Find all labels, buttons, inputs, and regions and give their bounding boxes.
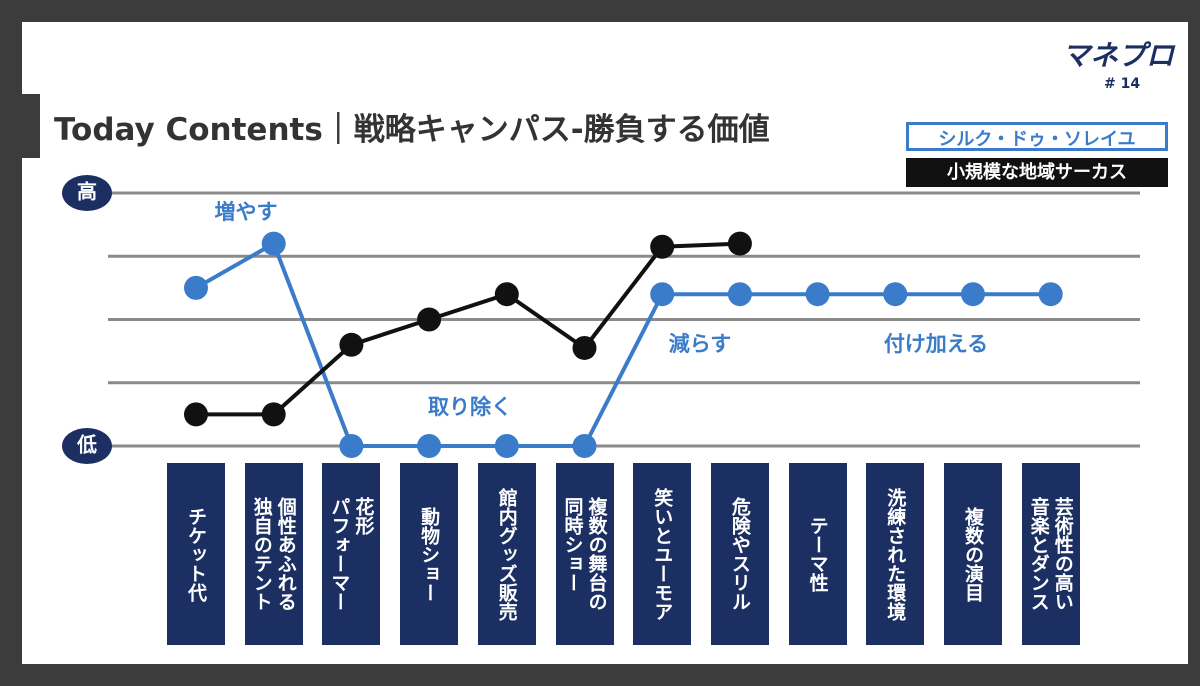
category-label: 個性あふれる 独自のテント	[244, 463, 303, 645]
category-label: テーマ性	[788, 463, 847, 645]
legend-entry: 小規模な地域サーカス	[906, 158, 1168, 187]
title: Today Contents｜戦略キャンパス-勝負する価値	[54, 112, 770, 148]
point	[494, 282, 519, 307]
point	[727, 282, 752, 307]
point	[572, 434, 597, 458]
point	[572, 335, 597, 360]
annotation: 付け加える	[884, 332, 988, 356]
point	[494, 434, 519, 458]
point	[339, 332, 364, 357]
point	[417, 434, 442, 458]
tick-badge	[62, 175, 112, 211]
point	[805, 282, 830, 307]
series-line	[195, 240, 1051, 448]
point	[1038, 282, 1063, 307]
y-tick-label: 低	[76, 433, 97, 457]
category-label: 複数の舞台の 同時ショー	[555, 463, 614, 645]
category-label: 花形 パフォーマー	[322, 463, 381, 645]
point	[727, 231, 752, 256]
point	[261, 231, 286, 256]
legend-entry: シルク・ドゥ・ソレイユ	[906, 122, 1168, 151]
category-label: 複数の演目	[944, 463, 1002, 645]
tick-badge	[62, 428, 112, 464]
point	[883, 282, 908, 307]
point	[650, 234, 675, 259]
point	[339, 434, 364, 458]
category-label: 芸術性の高い 音楽とダンス	[1021, 463, 1080, 645]
point	[184, 275, 208, 300]
point	[961, 282, 985, 307]
category-label: 館内グッズ販売	[477, 463, 536, 645]
annotation: 取り除く	[428, 395, 512, 419]
series-line	[196, 241, 740, 417]
category-label: 笑いとユーモア	[633, 463, 692, 645]
annotation: 減らす	[669, 332, 732, 356]
issue: # 14	[1104, 76, 1141, 92]
logo: マネプロ	[1062, 39, 1175, 72]
point	[184, 402, 208, 427]
category-label: 洗練された環境	[866, 463, 925, 645]
point	[261, 402, 286, 427]
category-label: 危険やスリル	[710, 463, 769, 645]
y-tick-label: 高	[77, 180, 97, 204]
category-label: チケット代	[167, 463, 225, 645]
point	[650, 282, 675, 307]
title-tab	[22, 94, 40, 158]
annotation: 増やす	[215, 200, 278, 224]
point	[417, 307, 442, 332]
category-label: 動物ショー	[400, 463, 459, 645]
